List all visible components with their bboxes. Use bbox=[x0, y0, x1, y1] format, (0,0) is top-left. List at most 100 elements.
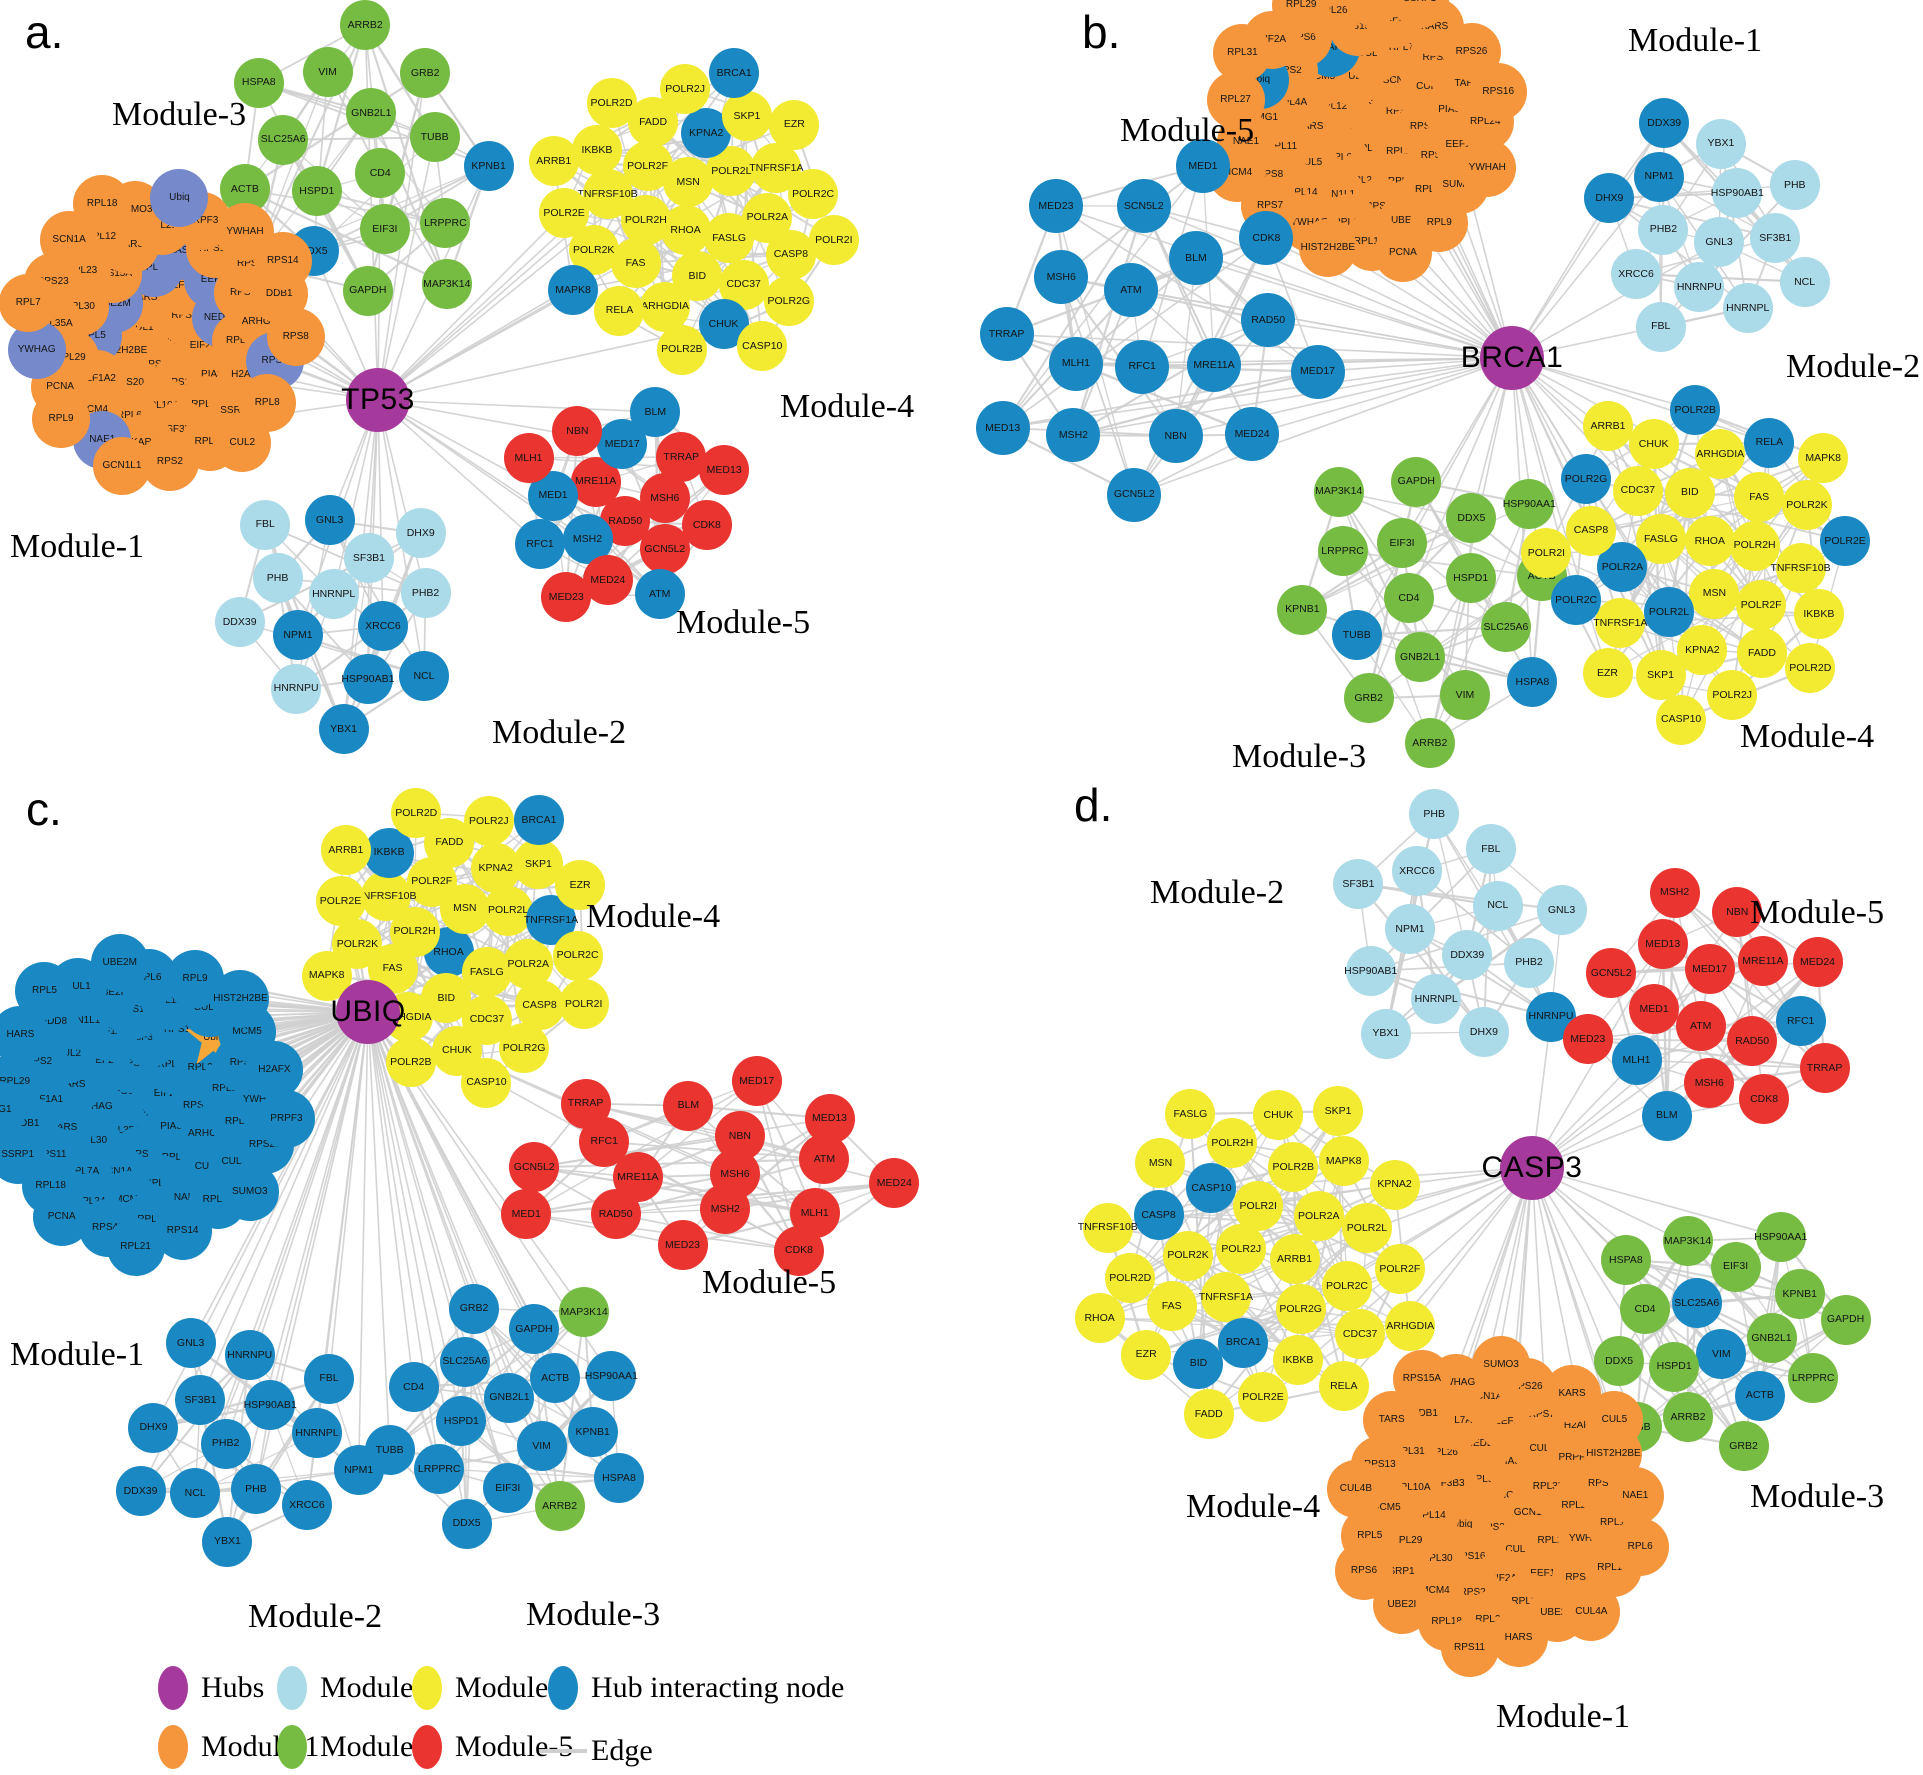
node-MSH2[interactable]: MSH2 bbox=[700, 1184, 751, 1235]
node-CUL5[interactable]: CUL5 bbox=[1585, 1390, 1644, 1449]
node-CHUK[interactable]: CHUK bbox=[1628, 419, 1679, 470]
node-CDC37[interactable]: CDC37 bbox=[1335, 1309, 1386, 1360]
node-CD4[interactable]: CD4 bbox=[388, 1361, 439, 1412]
node-MAP3K14[interactable]: MAP3K14 bbox=[1313, 466, 1364, 517]
node-YBX1[interactable]: YBX1 bbox=[318, 704, 369, 755]
node-CASP10[interactable]: CASP10 bbox=[737, 321, 788, 372]
node-VIM[interactable]: VIM bbox=[1439, 670, 1490, 721]
node-GRB2[interactable]: GRB2 bbox=[1718, 1420, 1769, 1471]
node-DDX39[interactable]: DDX39 bbox=[115, 1465, 166, 1516]
node-POLR2F[interactable]: POLR2F bbox=[622, 140, 673, 191]
node-DDX39[interactable]: DDX39 bbox=[214, 596, 265, 647]
node-ARRB2[interactable]: ARRB2 bbox=[1404, 718, 1455, 769]
node-ARRB1[interactable]: ARRB1 bbox=[320, 825, 371, 876]
node-MLH1[interactable]: MLH1 bbox=[503, 432, 554, 483]
node-BLM[interactable]: BLM bbox=[630, 386, 681, 437]
node-POLR2B[interactable]: POLR2B bbox=[385, 1037, 436, 1088]
node-HNRNPU[interactable]: HNRNPU bbox=[1674, 261, 1725, 312]
node-HSP90AA1[interactable]: HSP90AA1 bbox=[1754, 1212, 1807, 1263]
node-RPS11[interactable]: RPS11 bbox=[1440, 1618, 1499, 1677]
node-HSPD1[interactable]: HSPD1 bbox=[291, 165, 342, 216]
node-YBX1[interactable]: YBX1 bbox=[1695, 118, 1746, 169]
node-TRRAP[interactable]: TRRAP bbox=[560, 1078, 611, 1129]
node-YBX1[interactable]: YBX1 bbox=[1360, 1008, 1411, 1059]
node-MED17[interactable]: MED17 bbox=[731, 1056, 782, 1107]
node-HSP90AB1[interactable]: HSP90AB1 bbox=[1344, 946, 1397, 997]
hub-CASP3[interactable] bbox=[1500, 1136, 1564, 1200]
node-PHB2[interactable]: PHB2 bbox=[1503, 937, 1554, 988]
node-RELA[interactable]: RELA bbox=[1318, 1361, 1369, 1412]
node-TNFRSF10B[interactable]: TNFRSF10B bbox=[356, 871, 416, 922]
node-KPNA2[interactable]: KPNA2 bbox=[470, 843, 521, 894]
node-Ubiq[interactable]: Ubiq bbox=[150, 168, 209, 227]
node-EZR[interactable]: EZR bbox=[769, 99, 820, 150]
node-POLR2I[interactable]: POLR2I bbox=[808, 214, 859, 265]
node-SF3B1[interactable]: SF3B1 bbox=[343, 532, 394, 583]
node-MED24[interactable]: MED24 bbox=[1792, 937, 1843, 988]
node-RPS8[interactable]: RPS8 bbox=[266, 307, 325, 366]
node-POLR2D[interactable]: POLR2D bbox=[391, 787, 442, 838]
node-ACTB[interactable]: ACTB bbox=[1734, 1370, 1785, 1421]
node-TRRAP[interactable]: TRRAP bbox=[979, 307, 1034, 362]
node-RPS16[interactable]: RPS16 bbox=[1469, 63, 1528, 122]
node-RPL7[interactable]: RPL7 bbox=[0, 274, 58, 333]
node-HSPA8[interactable]: HSPA8 bbox=[1507, 657, 1558, 708]
node-ARRB1[interactable]: ARRB1 bbox=[1582, 400, 1633, 451]
node-BLM[interactable]: BLM bbox=[1168, 231, 1223, 286]
node-RHOA[interactable]: RHOA bbox=[1074, 1293, 1125, 1344]
node-GRB2[interactable]: GRB2 bbox=[1343, 673, 1394, 724]
node-PRPF3[interactable]: PRPF3 bbox=[257, 1090, 316, 1149]
node-NPM1[interactable]: NPM1 bbox=[1384, 904, 1435, 955]
node-GCN5L2[interactable]: GCN5L2 bbox=[639, 524, 690, 575]
node-ATM[interactable]: ATM bbox=[1675, 1001, 1726, 1052]
node-POLR2G[interactable]: POLR2G bbox=[763, 276, 814, 327]
node-POLR2E[interactable]: POLR2E bbox=[315, 876, 366, 927]
node-POLR2A[interactable]: POLR2A bbox=[1293, 1190, 1344, 1241]
node-KPNB1[interactable]: KPNB1 bbox=[1774, 1269, 1825, 1320]
node-TNFRSF1A[interactable]: TNFRSF1A bbox=[1593, 598, 1648, 649]
node-SLC25A6[interactable]: SLC25A6 bbox=[258, 114, 309, 165]
node-TNFRSF10B[interactable]: TNFRSF10B bbox=[1078, 1202, 1138, 1253]
node-GAPDH[interactable]: GAPDH bbox=[508, 1304, 559, 1355]
node-EIF3I[interactable]: EIF3I bbox=[1710, 1241, 1761, 1292]
node-MED1[interactable]: MED1 bbox=[1629, 984, 1680, 1035]
node-POLR2J[interactable]: POLR2J bbox=[660, 63, 711, 114]
node-FBL[interactable]: FBL bbox=[1465, 824, 1516, 875]
node-HSP90AA1[interactable]: HSP90AA1 bbox=[1503, 478, 1556, 529]
node-GCN5L2[interactable]: GCN5L2 bbox=[1586, 948, 1637, 999]
node-CDK8[interactable]: CDK8 bbox=[1739, 1073, 1790, 1124]
node-GNB2L1[interactable]: GNB2L1 bbox=[1746, 1312, 1797, 1363]
node-NPM1[interactable]: NPM1 bbox=[273, 610, 324, 661]
node-MLH1[interactable]: MLH1 bbox=[1611, 1035, 1662, 1086]
node-RAD50[interactable]: RAD50 bbox=[1727, 1016, 1778, 1067]
node-MED1[interactable]: MED1 bbox=[1175, 138, 1230, 193]
node-CD4[interactable]: CD4 bbox=[1383, 572, 1434, 623]
node-TUBB[interactable]: TUBB bbox=[1331, 610, 1382, 661]
node-EIF3I[interactable]: EIF3I bbox=[1377, 517, 1428, 568]
node-BID[interactable]: BID bbox=[1664, 467, 1715, 518]
node-YBX1[interactable]: YBX1 bbox=[202, 1516, 253, 1567]
node-HSP90AA1[interactable]: HSP90AA1 bbox=[585, 1351, 638, 1402]
node-HNRNPL[interactable]: HNRNPL bbox=[1722, 282, 1773, 333]
node-ARRB2[interactable]: ARRB2 bbox=[534, 1481, 585, 1532]
node-SF3B1[interactable]: SF3B1 bbox=[1333, 858, 1384, 909]
node-HSP90AB1[interactable]: HSP90AB1 bbox=[244, 1379, 297, 1430]
node-BLM[interactable]: BLM bbox=[1641, 1090, 1692, 1141]
node-EIF3I[interactable]: EIF3I bbox=[482, 1462, 533, 1513]
node-GRB2[interactable]: GRB2 bbox=[400, 48, 451, 99]
node-RHOA[interactable]: RHOA bbox=[1684, 515, 1735, 566]
node-VIM[interactable]: VIM bbox=[516, 1420, 567, 1471]
node-MAPK8[interactable]: MAPK8 bbox=[548, 265, 599, 316]
node-CHUK[interactable]: CHUK bbox=[1253, 1090, 1304, 1141]
node-GNB2L1[interactable]: GNB2L1 bbox=[1395, 632, 1446, 683]
node-VIM[interactable]: VIM bbox=[302, 47, 353, 98]
node-MED1[interactable]: MED1 bbox=[501, 1189, 552, 1239]
node-GAPDH[interactable]: GAPDH bbox=[342, 265, 393, 316]
node-HIST2H2BE[interactable]: HIST2H2BE bbox=[1298, 219, 1357, 278]
node-HSPA8[interactable]: HSPA8 bbox=[1600, 1235, 1651, 1286]
node-KPNB1[interactable]: KPNB1 bbox=[1277, 584, 1328, 635]
node-ARHGDIA[interactable]: ARHGDIA bbox=[1695, 429, 1746, 480]
node-TRRAP[interactable]: TRRAP bbox=[656, 431, 707, 482]
node-NBN[interactable]: NBN bbox=[1148, 408, 1203, 463]
node-NCL[interactable]: NCL bbox=[398, 651, 449, 702]
